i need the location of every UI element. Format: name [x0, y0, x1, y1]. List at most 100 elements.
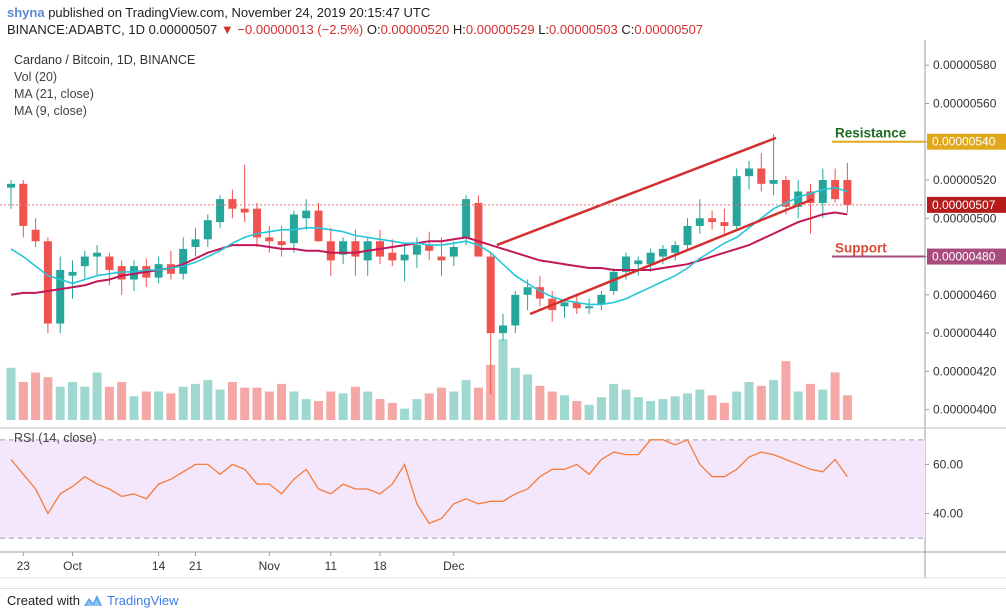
candle-body	[794, 191, 803, 207]
price-tick-label: 0.00000580	[933, 58, 997, 72]
price-tick-label: 0.00000560	[933, 96, 997, 110]
candle-body	[31, 229, 40, 242]
volume-bar	[326, 391, 336, 420]
volume-bar	[572, 401, 582, 420]
price-tick-label: 0.00000420	[933, 364, 997, 378]
candle-body	[843, 179, 852, 205]
volume-bar	[55, 386, 65, 420]
resistance-label: Resistance	[835, 126, 907, 141]
volume-bar	[264, 391, 274, 420]
rsi-legend: RSI (14, close)	[14, 431, 97, 445]
chart-legend: Cardano / Bitcoin, 1D, BINANCE Vol (20) …	[14, 52, 195, 120]
low-label: L:	[538, 22, 550, 37]
candle-body	[179, 248, 188, 274]
candle-body	[757, 168, 766, 184]
candle-body	[289, 214, 298, 244]
candle-body	[240, 208, 249, 213]
price-axis: 0.00000580 0.00000560 0.00000540 0.00000520…	[925, 58, 997, 417]
candle-body	[449, 246, 458, 257]
time-tick-label: Nov	[259, 559, 280, 573]
resistance-value: 0.00000540	[932, 135, 996, 149]
volume-bars	[6, 339, 852, 420]
volume-bar	[806, 383, 815, 420]
candle-body	[572, 302, 581, 309]
price-tick-label: 0.00000400	[933, 403, 997, 417]
time-tick-label: 11	[325, 559, 338, 573]
volume-bar	[756, 385, 766, 420]
candle-body	[818, 179, 827, 203]
resistance-price-tag	[927, 133, 1006, 150]
time-tick-label: Oct	[63, 559, 82, 573]
candle-body	[486, 256, 495, 334]
candle-body	[671, 245, 680, 253]
candle-body	[720, 222, 729, 226]
legend-ma21: MA (21, close)	[14, 87, 94, 101]
volume-bar	[350, 386, 360, 420]
symbol-label: BINANCE:ADABTC, 1D	[7, 22, 145, 37]
candle-body	[253, 208, 261, 238]
candle-body	[80, 256, 89, 267]
volume-bar	[695, 389, 705, 420]
candle-body	[708, 218, 717, 223]
rsi-band	[0, 439, 925, 539]
volume-bar	[117, 382, 127, 420]
candle-body	[523, 287, 532, 295]
candle-body	[732, 176, 741, 226]
volume-bar	[547, 391, 557, 420]
close-label: C:	[621, 22, 635, 37]
volume-bar	[449, 391, 459, 420]
volume-bar	[289, 391, 299, 420]
high-value: 0.00000529	[465, 22, 535, 37]
volume-bar	[31, 372, 41, 420]
volume-bar	[769, 380, 779, 420]
volume-bar	[633, 397, 643, 420]
last-price-tag	[927, 196, 1006, 213]
publish-info: published on TradingView.com, November 2…	[44, 5, 431, 20]
down-arrow-icon: ▼	[220, 22, 234, 37]
candle-body	[634, 260, 643, 265]
volume-bar	[584, 404, 594, 420]
candle-body	[560, 302, 569, 307]
volume-bar	[621, 389, 631, 420]
created-with-label: Created with	[7, 593, 80, 608]
volume-bar	[191, 383, 200, 420]
price-tick-label: 0.00000440	[933, 326, 997, 340]
tradingview-brand[interactable]: TradingView	[107, 593, 179, 608]
author-username[interactable]: shyna	[7, 5, 45, 20]
rsi-pane: RSI (14, close) 60.00 40.00	[0, 431, 963, 539]
last-price: 0.00000507	[148, 22, 218, 37]
support-value: 0.00000480	[932, 250, 996, 264]
candle-body	[43, 241, 52, 324]
volume-bar	[609, 383, 619, 420]
volume-bar	[424, 393, 434, 420]
candle-body	[769, 179, 778, 184]
time-tick-label: 14	[152, 559, 166, 573]
support-label: Support	[835, 241, 887, 256]
trend-channel	[0, 136, 925, 316]
volume-bar	[166, 393, 176, 420]
ohlc-line: BINANCE:ADABTC, 1D 0.00000507 ▼ −0.00000…	[7, 22, 703, 37]
candle-body	[781, 179, 790, 207]
candle-body	[658, 248, 667, 257]
tradingview-logo-icon[interactable]	[82, 592, 104, 610]
candle-body	[228, 199, 237, 209]
volume-bar	[560, 395, 569, 420]
candle-body	[400, 254, 409, 261]
volume-bar	[375, 399, 385, 420]
volume-bar	[818, 389, 828, 420]
close-value: 0.00000507	[634, 22, 704, 37]
candle-body	[326, 241, 335, 261]
footer: Created with TradingView	[0, 588, 1006, 616]
volume-bar	[215, 389, 225, 420]
candle-body	[314, 210, 323, 242]
rsi-line	[10, 438, 848, 525]
price-chart[interactable]: 0.00000580 0.00000560 0.00000540 0.00000520…	[0, 40, 1006, 588]
open-label: O:	[366, 22, 381, 37]
volume-bar	[646, 401, 656, 420]
time-tick-label: 23	[17, 559, 31, 573]
candle-body	[351, 241, 360, 257]
volume-bar	[80, 386, 90, 420]
candle-body	[646, 252, 655, 265]
candlesticks	[7, 134, 852, 395]
volume-bar	[658, 399, 668, 420]
